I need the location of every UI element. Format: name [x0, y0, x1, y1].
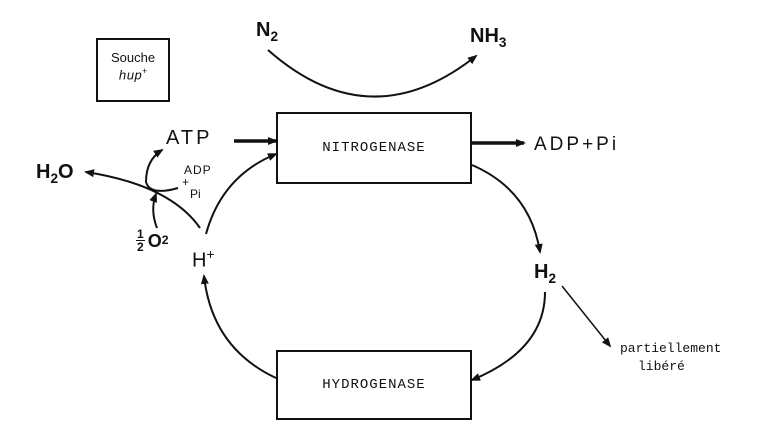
nitrogenase-label: NITROGENASE — [322, 140, 426, 156]
pi-small-label: Pi — [190, 187, 201, 201]
hplus-to-nitrogenase-arrow — [205, 153, 278, 235]
released-label-line1: partiellement — [620, 341, 722, 356]
n2-label: N2 — [256, 19, 279, 44]
nitrogenase-box: NITROGENASE — [276, 112, 472, 184]
adp-small-label: ADP — [184, 163, 212, 177]
h2-to-hydrogenase-arrow — [470, 291, 546, 381]
o2-to-junction-arrow — [149, 192, 158, 229]
strain-label: Souche — [110, 50, 156, 65]
adp-small-plus: + — [182, 175, 190, 189]
n2-to-nh3-arrow — [267, 49, 478, 98]
released-label-line2: libéré — [638, 359, 685, 374]
h2-label: H2 — [534, 261, 557, 286]
fraction-denominator: 2 — [137, 240, 144, 254]
strain-box: Souche hup+ — [96, 38, 170, 102]
nh3-label: NH3 — [470, 25, 507, 50]
fraction-numerator: 1 — [136, 227, 145, 241]
h2-to-released-arrow — [561, 285, 612, 348]
strain-genotype: hup+ — [118, 67, 148, 84]
nitrogenase-to-h2-arrow — [471, 164, 543, 254]
atp-label: ATP — [166, 127, 213, 149]
adp-pi-output-label: ADP+Pi — [534, 134, 620, 155]
hydrogenase-to-hplus-arrow — [200, 274, 277, 379]
h2o-label: H2O — [36, 161, 74, 186]
h-plus-label: H+ — [192, 247, 215, 272]
hydrogenase-label: HYDROGENASE — [322, 377, 426, 393]
adp-to-atp-arrow — [144, 148, 179, 192]
hydrogenase-box: HYDROGENASE — [276, 350, 472, 420]
